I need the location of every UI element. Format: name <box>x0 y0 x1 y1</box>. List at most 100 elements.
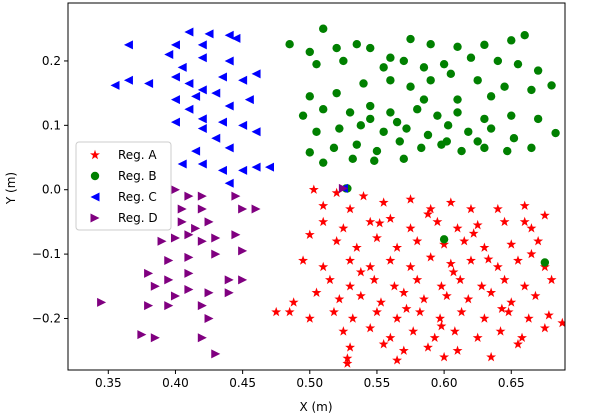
point-reg-a-63 <box>398 287 409 297</box>
point-reg-d-39 <box>211 349 221 359</box>
point-reg-a-60 <box>334 293 345 304</box>
point-reg-d-30 <box>224 288 234 298</box>
point-reg-b-48 <box>379 127 388 136</box>
point-reg-b-74 <box>392 117 402 127</box>
point-reg-b-73 <box>366 114 375 124</box>
point-reg-b-34 <box>298 111 308 120</box>
point-reg-b-12 <box>520 30 529 40</box>
x-tick-label: 0.60 <box>431 376 458 390</box>
point-reg-c-8 <box>197 53 207 63</box>
point-reg-a-71 <box>304 313 315 323</box>
y-axis-label: Y (m) <box>4 172 18 205</box>
point-reg-a-107 <box>374 218 385 228</box>
point-reg-b-75 <box>419 95 429 104</box>
point-reg-a-85 <box>385 332 396 343</box>
point-reg-b-66 <box>527 143 536 153</box>
point-reg-a-55 <box>476 281 487 291</box>
point-reg-a-21 <box>472 219 483 230</box>
point-reg-b-40 <box>433 111 442 120</box>
point-reg-b-72 <box>473 137 482 146</box>
point-reg-c-13 <box>170 72 180 82</box>
point-reg-a-2 <box>358 190 369 201</box>
point-reg-a-72 <box>329 306 339 317</box>
point-reg-d-26 <box>150 281 160 291</box>
point-reg-b-38 <box>386 108 395 117</box>
legend-label-reg-d: Reg. D <box>118 211 158 225</box>
point-reg-c-23 <box>224 101 234 111</box>
point-reg-a-91 <box>517 332 527 343</box>
point-reg-b-26 <box>386 76 395 85</box>
point-reg-a-10 <box>492 203 503 214</box>
point-reg-b-11 <box>507 36 516 45</box>
point-reg-a-1 <box>331 187 342 198</box>
y-tick-label: 0.0 <box>42 183 61 197</box>
point-reg-a-75 <box>392 313 403 323</box>
point-reg-b-41 <box>453 108 462 117</box>
point-reg-a-115 <box>483 254 494 264</box>
point-reg-a-84 <box>365 322 376 333</box>
point-reg-b-25 <box>359 79 368 88</box>
point-reg-a-59 <box>311 287 322 297</box>
point-reg-b-53 <box>486 124 496 133</box>
point-reg-d-29 <box>204 288 214 298</box>
point-reg-a-7 <box>425 203 436 214</box>
point-reg-c-36 <box>197 159 207 169</box>
point-reg-c-35 <box>177 159 187 169</box>
point-reg-d-18 <box>184 252 194 262</box>
point-reg-b-8 <box>426 40 435 49</box>
point-reg-b-64 <box>480 143 489 153</box>
point-reg-b-32 <box>527 85 536 95</box>
point-reg-a-113 <box>436 321 447 331</box>
point-reg-a-36 <box>298 255 309 265</box>
point-reg-b-54 <box>509 134 519 143</box>
point-reg-b-9 <box>453 42 462 51</box>
point-reg-a-110 <box>448 266 459 277</box>
point-reg-c-15 <box>197 85 207 95</box>
point-reg-d-23 <box>184 268 194 278</box>
point-reg-a-79 <box>479 313 490 323</box>
point-reg-b-35 <box>319 105 328 114</box>
point-reg-b-29 <box>446 69 456 79</box>
point-reg-a-18 <box>405 223 416 233</box>
point-reg-a-29 <box>392 242 403 252</box>
point-reg-a-30 <box>412 236 423 246</box>
x-tick-label: 0.40 <box>162 376 189 390</box>
point-reg-a-94 <box>345 342 356 352</box>
point-reg-c-29 <box>251 127 261 137</box>
point-reg-b-36 <box>345 108 355 117</box>
point-reg-c-26 <box>197 114 207 124</box>
point-reg-b-21 <box>513 59 523 69</box>
point-reg-d-15 <box>211 233 221 243</box>
point-reg-a-43 <box>445 258 456 268</box>
point-reg-a-17 <box>385 213 396 223</box>
data-points <box>97 24 565 368</box>
point-reg-a-103 <box>392 355 403 365</box>
point-reg-a-42 <box>425 252 436 262</box>
point-reg-b-24 <box>332 88 341 98</box>
point-reg-d-1 <box>184 191 194 201</box>
point-reg-c-28 <box>238 120 248 130</box>
point-reg-a-4 <box>345 203 356 214</box>
point-reg-a-90 <box>495 326 506 336</box>
point-reg-d-35 <box>204 313 214 323</box>
legend-marker-reg-a <box>90 149 100 160</box>
point-reg-b-46 <box>335 124 344 133</box>
point-reg-b-55 <box>551 128 560 138</box>
point-reg-a-66 <box>463 293 474 304</box>
point-reg-c-19 <box>177 62 187 72</box>
point-reg-a-89 <box>472 332 483 343</box>
point-reg-a-112 <box>496 303 507 314</box>
point-reg-d-6 <box>238 204 248 214</box>
point-reg-d-8 <box>177 217 187 227</box>
legend-label-reg-b: Reg. B <box>118 169 157 183</box>
point-reg-a-108 <box>423 208 433 219</box>
point-reg-b-67 <box>319 158 328 167</box>
point-reg-c-7 <box>170 40 180 50</box>
y-axis-ticks: −0.2 −0.1 0.0 0.1 0.2 <box>32 54 68 325</box>
point-reg-d-38 <box>197 333 207 343</box>
point-reg-d-16 <box>231 230 241 240</box>
point-reg-a-98 <box>452 345 463 355</box>
point-reg-b-16 <box>399 56 409 66</box>
point-reg-c-18 <box>251 69 261 79</box>
point-reg-c-2 <box>204 29 214 39</box>
